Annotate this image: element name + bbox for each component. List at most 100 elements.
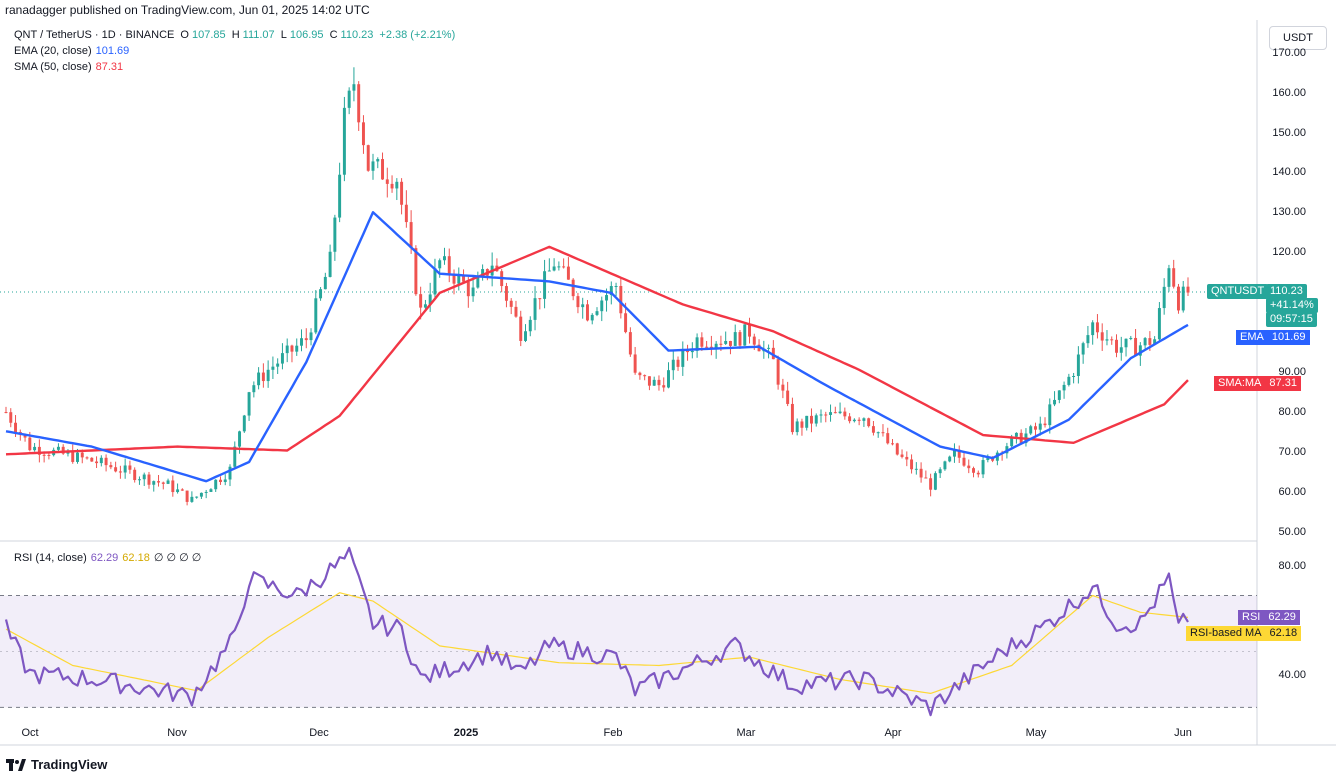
- candle-body: [976, 472, 980, 475]
- candle: [1176, 283, 1180, 314]
- candle: [9, 408, 13, 428]
- candle: [1105, 330, 1109, 346]
- candle: [1024, 428, 1028, 447]
- candle-body: [1095, 322, 1099, 333]
- candle-body: [809, 415, 813, 424]
- rsi-tick: 40.00: [1278, 669, 1306, 681]
- candle-body: [1110, 339, 1114, 341]
- candle-body: [357, 84, 361, 123]
- candle-body: [1129, 337, 1133, 339]
- candle-body: [109, 465, 113, 468]
- sma-tag-name: SMA:MA: [1214, 376, 1266, 391]
- candle-body: [137, 479, 141, 481]
- candle: [1115, 334, 1118, 358]
- candle-body: [99, 457, 103, 464]
- candle-body: [733, 332, 737, 346]
- candle-body: [323, 276, 327, 290]
- candle-body: [280, 353, 284, 364]
- candle: [276, 358, 280, 375]
- candle-body: [333, 217, 337, 252]
- candle: [681, 341, 685, 376]
- candle: [709, 335, 713, 356]
- candle: [204, 489, 208, 499]
- candle-body: [719, 343, 723, 345]
- candle: [886, 427, 890, 445]
- candle-body: [433, 268, 437, 295]
- candle: [790, 397, 794, 435]
- candle: [185, 490, 189, 506]
- candle: [266, 360, 270, 388]
- candle-body: [690, 350, 694, 353]
- candle-body: [385, 179, 389, 184]
- price-tag: 110.23: [1266, 284, 1307, 299]
- candle-body: [223, 479, 227, 483]
- candle: [414, 245, 418, 296]
- candle: [247, 391, 251, 421]
- candle: [1072, 372, 1076, 384]
- candle-body: [843, 411, 847, 417]
- candle-body: [952, 449, 956, 457]
- candle: [905, 451, 909, 467]
- time-tick: Feb: [603, 727, 623, 739]
- candle-body: [1119, 347, 1123, 353]
- candle: [814, 413, 818, 427]
- candle: [128, 460, 132, 474]
- legend-c: 110.23: [340, 29, 374, 41]
- candle-body: [647, 376, 651, 386]
- candle-body: [314, 298, 318, 333]
- candle: [66, 449, 70, 457]
- candle: [114, 461, 118, 473]
- candle: [257, 367, 261, 390]
- candle: [848, 413, 852, 424]
- candle-body: [1043, 423, 1047, 426]
- candle: [357, 81, 361, 131]
- candle-body: [1172, 268, 1176, 287]
- candle-body: [1186, 286, 1190, 293]
- candle-body: [352, 84, 356, 91]
- candle-body: [1029, 426, 1033, 434]
- candle: [381, 152, 385, 180]
- candle: [957, 445, 961, 463]
- candle-body: [633, 354, 637, 373]
- candle-body: [533, 298, 537, 320]
- candle: [566, 257, 570, 280]
- tradingview-logo[interactable]: TradingView: [6, 757, 107, 772]
- candle: [304, 328, 308, 349]
- candle: [261, 363, 265, 388]
- candle: [805, 415, 809, 431]
- candle-body: [509, 300, 513, 307]
- candle-body: [571, 279, 575, 297]
- candle-body: [728, 340, 732, 346]
- candle-body: [919, 468, 923, 478]
- candle: [524, 324, 527, 343]
- time-tick: Oct: [21, 727, 39, 739]
- candle: [443, 247, 446, 265]
- candle: [1053, 391, 1057, 407]
- candle: [118, 465, 122, 479]
- currency-button[interactable]: USDT: [1269, 26, 1327, 50]
- candle-body: [457, 274, 461, 284]
- candle: [943, 460, 947, 471]
- candle-body: [1014, 432, 1018, 437]
- candle-body: [948, 456, 952, 462]
- candle-body: [381, 159, 385, 180]
- candle: [447, 248, 451, 283]
- candle: [400, 178, 404, 215]
- candle: [338, 162, 342, 223]
- candle-body: [514, 306, 518, 317]
- candle-body: [428, 294, 432, 305]
- candle-body: [443, 256, 446, 261]
- candle: [585, 299, 589, 322]
- candle-body: [209, 489, 213, 492]
- candle-body: [257, 372, 261, 386]
- candle-body: [1138, 345, 1142, 356]
- candle-body: [886, 433, 890, 444]
- candle-body: [1157, 308, 1161, 340]
- candle: [319, 287, 323, 301]
- candle: [757, 339, 761, 352]
- ema-value: 101.69: [95, 45, 130, 57]
- candle-body: [1176, 286, 1180, 311]
- candle-body: [471, 287, 475, 297]
- candle-body: [910, 459, 914, 470]
